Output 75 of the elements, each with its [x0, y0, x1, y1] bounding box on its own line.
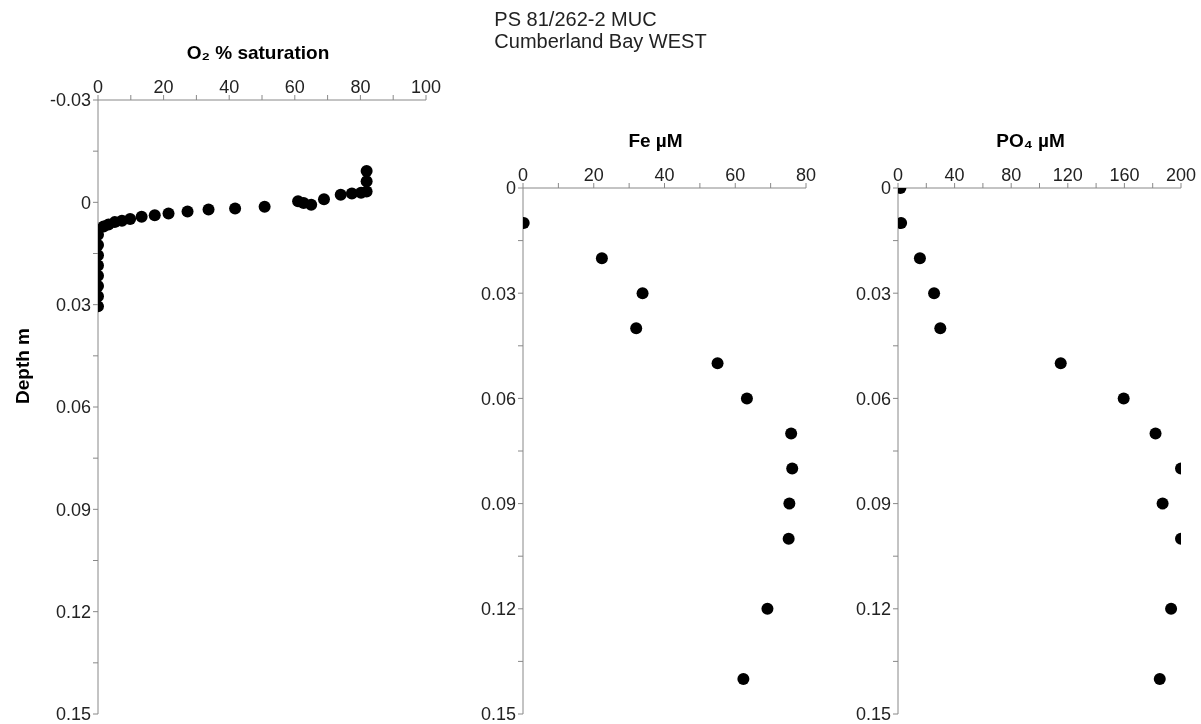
point: [1054, 357, 1067, 370]
point: [928, 287, 941, 300]
chart-title: PO₄ µM: [995, 130, 1066, 152]
y-tick-label: 0.09: [55, 499, 91, 520]
y-tick-label: 0: [505, 178, 516, 199]
y-tick-label: 0.06: [55, 397, 91, 418]
y-tick-label: 0.12: [855, 599, 891, 620]
x-tick-label: 80: [795, 165, 817, 185]
y-tick-label: 0.06: [855, 388, 891, 409]
point: [334, 188, 347, 201]
point: [135, 210, 148, 223]
text: PS 81/262-2 MUC: [494, 8, 658, 30]
x-tick-label: 40: [944, 165, 965, 185]
point: [345, 187, 358, 200]
x-tick-label: 40: [219, 77, 240, 97]
x-tick-label: 20: [153, 77, 174, 97]
point: [360, 175, 373, 188]
point: [1156, 497, 1169, 510]
x-tick-label: 160: [1109, 165, 1140, 185]
point: [783, 497, 796, 510]
point: [737, 672, 750, 685]
point: [1165, 602, 1178, 615]
chart-title: Fe µM: [627, 130, 684, 152]
point: [1149, 427, 1162, 440]
x-tick-label: 120: [1052, 165, 1083, 185]
point: [148, 209, 161, 222]
point: [934, 322, 947, 335]
y-tick-label: 0: [880, 178, 891, 199]
x-tick-label: 60: [284, 77, 305, 97]
y-tick-label: 0: [80, 192, 91, 213]
point: [785, 427, 798, 440]
x-tick-label: 0: [92, 77, 104, 97]
y-tick-label: 0.15: [855, 704, 891, 724]
y-tick-label: 0.09: [855, 493, 891, 514]
point: [630, 322, 643, 335]
y-tick-label: 0.12: [480, 599, 516, 620]
point: [305, 198, 318, 211]
point: [229, 202, 242, 215]
point: [786, 462, 799, 475]
point: [782, 532, 795, 545]
point: [761, 602, 774, 615]
x-tick-label: 40: [654, 165, 675, 185]
x-tick-label: 80: [350, 77, 371, 97]
point: [317, 193, 330, 206]
point: [636, 287, 649, 300]
point: [711, 357, 724, 370]
x-tick-label: 80: [1001, 165, 1022, 185]
y-tick-label: 0.15: [480, 704, 516, 724]
y-tick-label: -0.03: [49, 90, 91, 111]
point: [181, 205, 194, 218]
y-tick-label: 0.12: [55, 602, 91, 623]
x-tick-label: 0: [892, 165, 904, 185]
y-tick-label: 0.09: [480, 493, 516, 514]
y-axis-title: Depth m: [12, 328, 34, 404]
point: [162, 207, 175, 220]
x-tick-label: 60: [725, 165, 746, 185]
chart-title: O₂ % saturation: [185, 42, 331, 64]
point: [1117, 392, 1130, 405]
point: [360, 164, 373, 177]
y-tick-label: 0.15: [55, 704, 91, 724]
x-tick-label: 20: [583, 165, 604, 185]
point: [595, 252, 608, 265]
y-tick-label: 0.03: [55, 295, 91, 316]
x-tick-label: 0: [517, 165, 529, 185]
y-tick-label: 0.03: [855, 283, 891, 304]
point: [258, 200, 271, 213]
x-tick-label: 200: [1165, 165, 1197, 185]
point: [1153, 672, 1166, 685]
point: [202, 203, 215, 216]
y-tick-label: 0.06: [480, 388, 516, 409]
point: [740, 392, 753, 405]
y-tick-label: 0.03: [480, 283, 516, 304]
point: [913, 252, 926, 265]
text: Cumberland Bay WEST: [494, 30, 707, 52]
x-tick-label: 100: [410, 77, 442, 97]
